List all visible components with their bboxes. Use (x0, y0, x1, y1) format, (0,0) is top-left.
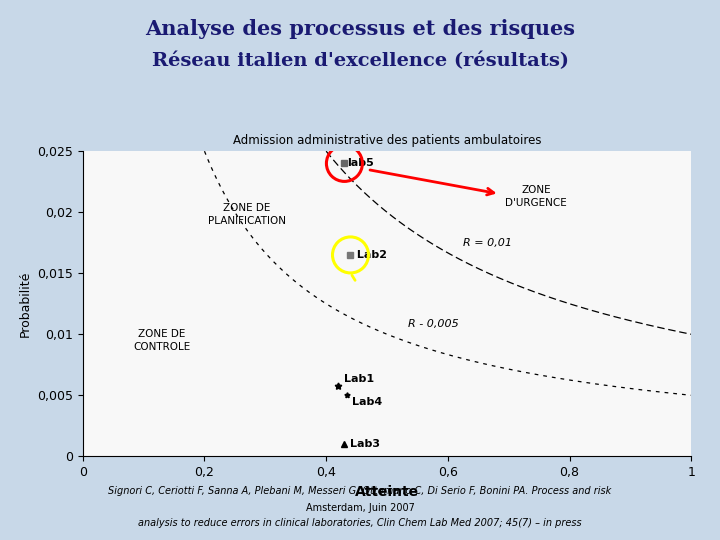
Text: Lab1: Lab1 (344, 374, 374, 384)
Text: ZONE
D'URGENCE: ZONE D'URGENCE (505, 185, 567, 207)
Text: lab5: lab5 (347, 158, 374, 168)
X-axis label: Atteinte: Atteinte (355, 484, 419, 498)
Text: R - 0,005: R - 0,005 (408, 320, 459, 329)
Text: Signori C, Ceriotti F, Sanna A, Plebani M, Messeri G, Ottomano C, Di Serio F, Bo: Signori C, Ceriotti F, Sanna A, Plebani … (109, 487, 611, 496)
Text: Amsterdam, Juin 2007: Amsterdam, Juin 2007 (305, 503, 415, 512)
Text: analysis to reduce errors in clinical laboratories, Clin Chem Lab Med 2007; 45(7: analysis to reduce errors in clinical la… (138, 518, 582, 528)
Text: Lab2: Lab2 (353, 250, 387, 260)
Text: ZONE DE
CONTROLE: ZONE DE CONTROLE (133, 329, 191, 352)
Text: Analyse des processus et des risques: Analyse des processus et des risques (145, 19, 575, 39)
Y-axis label: Probabilité: Probabilité (19, 271, 32, 337)
Text: Lab3: Lab3 (351, 439, 380, 449)
Text: ZONE DE
PLANIFICATION: ZONE DE PLANIFICATION (208, 204, 286, 226)
Title: Admission administrative des patients ambulatoires: Admission administrative des patients am… (233, 134, 541, 147)
Text: Lab4: Lab4 (352, 396, 382, 407)
Text: Réseau italien d'excellence (résultats): Réseau italien d'excellence (résultats) (151, 51, 569, 70)
Text: R = 0,01: R = 0,01 (463, 238, 512, 248)
